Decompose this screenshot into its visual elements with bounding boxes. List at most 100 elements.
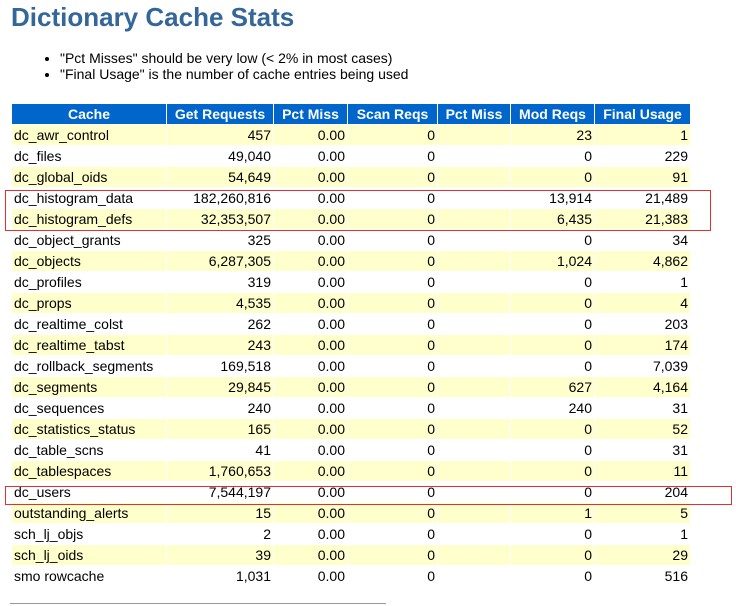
table-cell: 49,040 — [167, 146, 273, 166]
empty-cell — [438, 566, 510, 586]
empty-cell — [438, 251, 510, 271]
table-cell: 262 — [167, 314, 273, 334]
empty-cell — [438, 314, 510, 334]
table-cell: 0.00 — [274, 419, 347, 439]
table-cell: 0 — [348, 125, 437, 145]
table-cell: outstanding_alerts — [12, 503, 166, 523]
table-cell: dc_tablespaces — [12, 461, 166, 481]
table-cell: 0.00 — [274, 335, 347, 355]
table-cell: dc_realtime_colst — [12, 314, 166, 334]
table-cell: 0 — [348, 335, 437, 355]
column-header: Pct Miss — [438, 104, 510, 124]
table-cell: 0 — [511, 356, 594, 376]
empty-cell — [438, 167, 510, 187]
table-cell: 1 — [595, 125, 690, 145]
table-cell: 1,760,653 — [167, 461, 273, 481]
table-cell: 0 — [511, 524, 594, 544]
table-cell: 0.00 — [274, 293, 347, 313]
column-header: Scan Reqs — [348, 104, 437, 124]
table-cell: 0 — [348, 377, 437, 397]
table-cell: 0 — [348, 524, 437, 544]
table-cell: dc_profiles — [12, 272, 166, 292]
table-cell: 0 — [511, 314, 594, 334]
table-cell: 0.00 — [274, 503, 347, 523]
column-header: Mod Reqs — [511, 104, 594, 124]
note: "Pct Misses" should be very low (< 2% in… — [60, 50, 408, 66]
table-cell: 11 — [595, 461, 690, 481]
table-cell: 457 — [167, 125, 273, 145]
table-cell: dc_realtime_tabst — [12, 335, 166, 355]
table-cell: 165 — [167, 419, 273, 439]
empty-cell — [438, 146, 510, 166]
table-cell: 0 — [511, 440, 594, 460]
highlight-box — [5, 486, 732, 505]
table-cell: 39 — [167, 545, 273, 565]
table-cell: 21,383 — [595, 209, 690, 229]
table-cell: 0 — [348, 419, 437, 439]
table-cell: 0.00 — [274, 545, 347, 565]
table-cell: 0 — [348, 251, 437, 271]
table-cell: 203 — [595, 314, 690, 334]
divider — [10, 603, 386, 604]
empty-cell — [438, 440, 510, 460]
table-cell: dc_files — [12, 146, 166, 166]
table-cell: 319 — [167, 272, 273, 292]
table-cell: 0.00 — [274, 272, 347, 292]
table-cell: 0 — [348, 503, 437, 523]
table-cell: dc_global_oids — [12, 167, 166, 187]
table-cell: 0 — [348, 461, 437, 481]
table-cell: 174 — [595, 335, 690, 355]
table-cell: 2 — [167, 524, 273, 544]
title: Dictionary Cache Stats — [11, 2, 295, 32]
table-cell: 0.00 — [274, 251, 347, 271]
table-cell: 7,544,197 — [167, 482, 273, 502]
empty-cell — [438, 524, 510, 544]
table-cell: 0 — [511, 566, 594, 586]
table-cell: 0 — [348, 398, 437, 418]
table-cell: 0 — [511, 293, 594, 313]
notes: "Pct Misses" should be very low (< 2% in… — [40, 50, 408, 82]
table-cell: 0 — [348, 482, 437, 502]
table-cell: 325 — [167, 230, 273, 250]
empty-cell — [438, 545, 510, 565]
table-cell: 6,435 — [511, 209, 594, 229]
table-cell: 0 — [511, 482, 594, 502]
table-cell: 0 — [348, 272, 437, 292]
table-cell: 0.00 — [274, 461, 347, 481]
table-cell: 0 — [511, 167, 594, 187]
table-cell: 1 — [511, 503, 594, 523]
table-cell: 0 — [511, 419, 594, 439]
table-cell: dc_segments — [12, 377, 166, 397]
table-cell: 13,914 — [511, 188, 594, 208]
table-cell: 0.00 — [274, 377, 347, 397]
table-cell: 516 — [595, 566, 690, 586]
table-cell: 7,039 — [595, 356, 690, 376]
table-cell: 0.00 — [274, 188, 347, 208]
table-cell: 52 — [595, 419, 690, 439]
table-cell: 0.00 — [274, 398, 347, 418]
table-cell: 0.00 — [274, 167, 347, 187]
table-cell: 0 — [348, 188, 437, 208]
table-cell: 4,535 — [167, 293, 273, 313]
table-cell: 0.00 — [274, 566, 347, 586]
table-cell: 0.00 — [274, 125, 347, 145]
table-cell: 1 — [595, 272, 690, 292]
table-cell: 41 — [167, 440, 273, 460]
table-cell: 0 — [511, 146, 594, 166]
table-cell: 169,518 — [167, 356, 273, 376]
table-cell: 0 — [348, 167, 437, 187]
empty-cell — [438, 482, 510, 502]
table-cell: dc_awr_control — [12, 125, 166, 145]
table-cell: 0 — [511, 335, 594, 355]
table-cell: 1 — [595, 524, 690, 544]
table-cell: 29 — [595, 545, 690, 565]
table-cell: 4,164 — [595, 377, 690, 397]
table-cell: 0 — [348, 545, 437, 565]
table-cell: sch_lj_oids — [12, 545, 166, 565]
table-cell: 229 — [595, 146, 690, 166]
table-cell: dc_rollback_segments — [12, 356, 166, 376]
empty-cell — [438, 209, 510, 229]
table-cell: smo rowcache — [12, 566, 166, 586]
table-cell: dc_histogram_defs — [12, 209, 166, 229]
column-header: Final Usage — [595, 104, 690, 124]
